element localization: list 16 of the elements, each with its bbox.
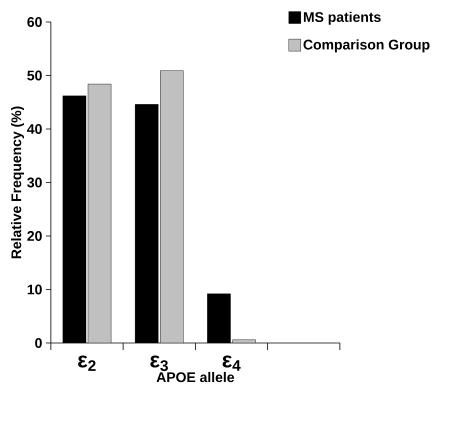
bar: [88, 84, 112, 343]
y-tick-label: 60: [27, 17, 42, 27]
x-tick-label: ε$_{4}$: [222, 356, 241, 371]
x-tick-label: ε$_{2}$: [78, 356, 96, 371]
x-axis-title: APOE allele: [156, 372, 234, 382]
y-tick-label: 0: [35, 338, 42, 348]
y-tick-label: 10: [28, 284, 42, 294]
legend-label: Comparison Group: [304, 39, 430, 52]
y-tick-label: 20: [27, 231, 42, 241]
y-tick-label: 50: [27, 70, 42, 80]
y-tick-label: 30: [27, 178, 42, 188]
bar: [160, 70, 184, 343]
y-axis-title: Relative Frequency (%): [11, 106, 24, 258]
y-tick-label: 40: [27, 124, 42, 134]
x-tick-label: ε$_{3}$: [150, 356, 168, 372]
legend-label: MS patients: [304, 12, 381, 25]
